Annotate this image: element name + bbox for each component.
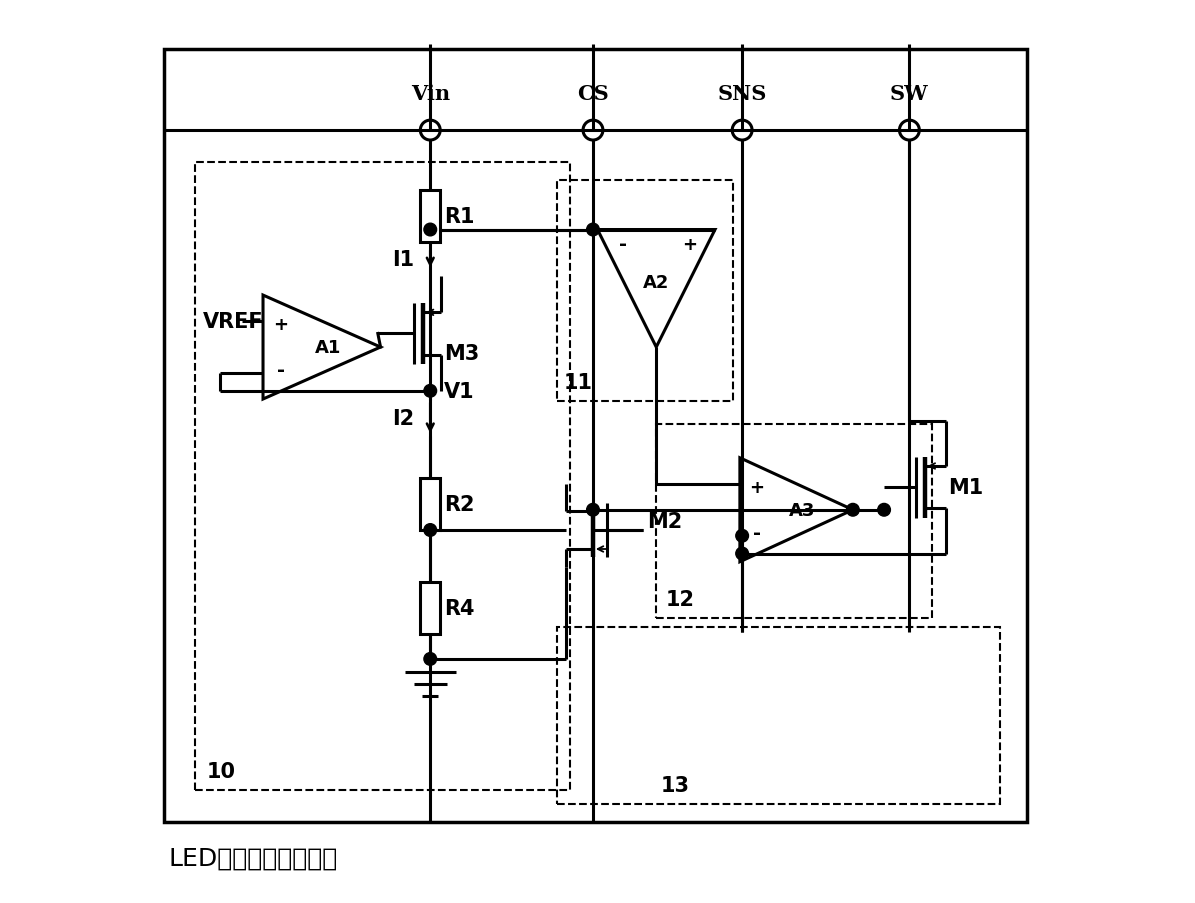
Bar	[421, 582, 440, 634]
Circle shape	[424, 653, 436, 666]
Bar	[557, 628, 1000, 804]
Bar	[421, 191, 440, 243]
Text: M3: M3	[443, 343, 479, 363]
Text: R1: R1	[443, 207, 474, 227]
Text: I2: I2	[392, 408, 413, 428]
Text: 11: 11	[564, 373, 593, 393]
Text: SW: SW	[890, 84, 929, 104]
Text: R4: R4	[443, 598, 474, 618]
Text: M1: M1	[949, 478, 983, 498]
Text: SNS: SNS	[717, 84, 767, 104]
Text: +: +	[749, 479, 765, 497]
Text: 10: 10	[207, 761, 235, 781]
Circle shape	[878, 504, 890, 517]
Text: CS: CS	[577, 84, 609, 104]
Text: +: +	[681, 236, 697, 254]
Text: A1: A1	[314, 339, 341, 357]
Bar	[656, 424, 932, 619]
Text: -: -	[277, 361, 284, 380]
Text: A3: A3	[789, 501, 815, 519]
Circle shape	[736, 547, 748, 560]
Text: 12: 12	[666, 590, 694, 610]
Text: I1: I1	[392, 250, 413, 270]
Circle shape	[846, 504, 859, 517]
Bar	[421, 478, 440, 530]
Circle shape	[424, 224, 436, 237]
Circle shape	[587, 224, 600, 237]
Text: A2: A2	[643, 275, 669, 292]
Circle shape	[736, 530, 748, 543]
Circle shape	[587, 504, 600, 517]
Circle shape	[424, 524, 436, 536]
Bar	[164, 50, 1027, 822]
Text: Vin: Vin	[411, 84, 449, 104]
Text: -: -	[619, 235, 627, 254]
Text: V1: V1	[443, 381, 474, 401]
Bar	[557, 181, 733, 402]
Text: R2: R2	[443, 494, 474, 514]
Text: +: +	[274, 316, 288, 334]
Circle shape	[424, 385, 436, 397]
Bar	[195, 163, 570, 790]
Text: LED驱动电路部分结构: LED驱动电路部分结构	[168, 846, 337, 870]
Text: VREF: VREF	[202, 312, 263, 331]
Text: 13: 13	[661, 775, 690, 795]
Text: -: -	[753, 524, 761, 543]
Text: M2: M2	[648, 511, 682, 531]
